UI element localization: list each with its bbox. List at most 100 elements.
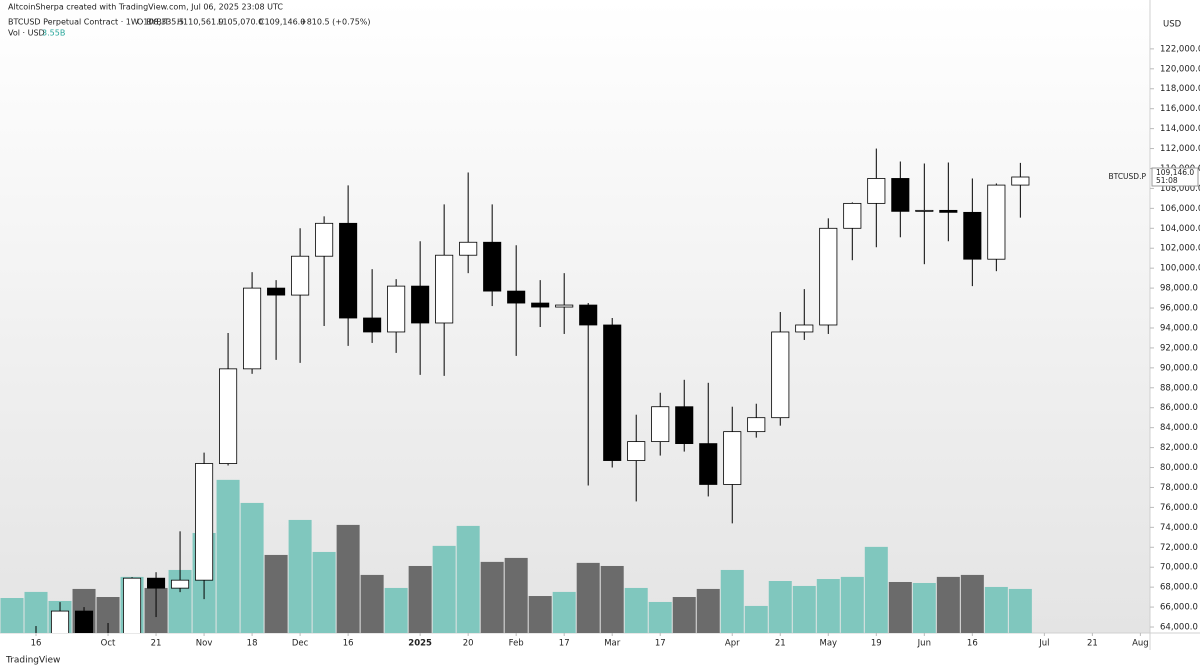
price-label-box <box>1151 167 1199 187</box>
y-tick-label: 118,000.0 <box>1160 84 1200 94</box>
x-tick-label: Apr <box>725 639 740 649</box>
ohlc-change: +810.5 (+0.75%) <box>300 18 371 27</box>
x-tick-label: 18 <box>247 639 258 649</box>
candle-body <box>555 304 574 308</box>
volume-value: 3.55B <box>42 29 65 38</box>
y-tick-label: 80,000.0 <box>1160 463 1198 473</box>
x-tick-label: Jul <box>1038 639 1049 649</box>
candle-body <box>50 610 70 633</box>
plot-background <box>0 0 1150 633</box>
candle-body <box>435 254 454 324</box>
volume-bar <box>0 598 24 633</box>
volume-bar <box>600 565 624 633</box>
y-tick-label: 90,000.0 <box>1160 363 1198 373</box>
volume-bar <box>336 524 360 633</box>
candle-body <box>699 443 718 485</box>
y-tick-label: 108,000.0 <box>1160 184 1200 194</box>
volume-bar <box>264 554 288 633</box>
volume-title: Vol · USD <box>8 29 45 38</box>
x-tick-label: 17 <box>655 639 666 649</box>
candle-body <box>627 441 646 461</box>
x-tick-label: 16 <box>31 639 42 649</box>
x-tick-label: 21 <box>1087 639 1098 649</box>
candle-body <box>363 317 382 333</box>
ohlc-low: L105,070.0 <box>218 18 263 27</box>
x-tick-label: 16 <box>343 639 354 649</box>
y-tick-label: 114,000.0 <box>1160 124 1200 134</box>
y-tick-label: 92,000.0 <box>1160 343 1198 353</box>
candle-pane <box>35 148 1030 633</box>
volume-bar <box>480 561 504 633</box>
candle-body <box>243 287 262 370</box>
y-tick-label: 88,000.0 <box>1160 383 1198 393</box>
volume-bar <box>624 587 648 633</box>
volume-bar <box>1008 588 1032 633</box>
volume-bar <box>96 597 120 633</box>
volume-bar <box>552 591 576 633</box>
volume-bar <box>744 605 768 633</box>
volume-bar <box>960 574 984 633</box>
candle-body <box>123 577 142 633</box>
candle-body <box>531 302 550 308</box>
y-tick-label: 70,000.0 <box>1160 563 1198 573</box>
currency: USD <box>1163 20 1182 30</box>
candle-body <box>195 463 214 581</box>
volume-bar <box>936 576 960 633</box>
y-tick-label: 116,000.0 <box>1160 104 1200 114</box>
candle-body <box>315 222 334 257</box>
x-tick-label: Jun <box>917 639 931 649</box>
x-tick-label: 21 <box>775 639 786 649</box>
y-tick-label: 72,000.0 <box>1160 543 1198 553</box>
candle-body <box>291 255 310 296</box>
candle-body <box>963 211 982 260</box>
candle-body <box>771 331 790 419</box>
x-tick-label: Aug <box>1132 639 1149 649</box>
candle-body <box>339 222 358 319</box>
candle-body <box>459 241 478 256</box>
author-line: AltcoinSherpa created with TradingView.c… <box>8 3 283 12</box>
price-label: 109,146.0 <box>1156 168 1194 177</box>
y-tick-label: 104,000.0 <box>1160 224 1200 234</box>
y-tick-label: 74,000.0 <box>1160 523 1198 533</box>
volume-bar <box>576 562 600 633</box>
volume-bar <box>384 587 408 633</box>
countdown: 51:08 <box>1156 176 1178 185</box>
volume-bar <box>672 597 696 633</box>
candle-body <box>795 324 814 333</box>
x-tick-label: Dec <box>292 639 309 649</box>
y-tick-label: 84,000.0 <box>1160 423 1198 433</box>
volume-bar <box>432 545 456 633</box>
volume-bar <box>24 591 48 633</box>
y-tick-label: 102,000.0 <box>1160 244 1200 254</box>
y-tick-label: 94,000.0 <box>1160 323 1198 333</box>
candle-body <box>987 184 1006 260</box>
candle-body <box>387 285 406 333</box>
candle-body <box>723 431 742 485</box>
volume-bar <box>240 502 264 633</box>
ohlc-high: H110,561.9 <box>177 18 224 27</box>
candle-body <box>843 202 862 229</box>
symbol: BTCUSD Perpetual Contract · 1W · BYBIT <box>8 18 169 27</box>
x-tick-label: Oct <box>101 639 116 649</box>
volume-bar <box>864 546 888 633</box>
x-tick-label: 20 <box>463 639 474 649</box>
x-tick-label: 2025 <box>408 639 432 649</box>
ohlc-close: C109,146.0 <box>259 18 305 27</box>
ohlc-open: O108,335.5 <box>137 18 184 27</box>
y-tick-label: 82,000.0 <box>1160 443 1198 453</box>
x-tick-label: 19 <box>871 639 882 649</box>
candle-body <box>939 209 958 213</box>
candle-body <box>867 178 886 204</box>
volume-bar <box>720 569 744 633</box>
candle-body <box>891 178 910 212</box>
y-tick-label: 98,000.0 <box>1160 284 1198 294</box>
candle-body <box>1011 176 1030 186</box>
x-tick-label: Mar <box>604 639 621 649</box>
volume-bar <box>792 585 816 633</box>
y-tick-label: 100,000.0 <box>1160 264 1200 274</box>
y-tick-label: 78,000.0 <box>1160 483 1198 493</box>
volume-bar <box>360 574 384 633</box>
candle-body <box>171 579 190 589</box>
volume-bar <box>456 525 480 633</box>
volume-bar <box>888 581 912 633</box>
